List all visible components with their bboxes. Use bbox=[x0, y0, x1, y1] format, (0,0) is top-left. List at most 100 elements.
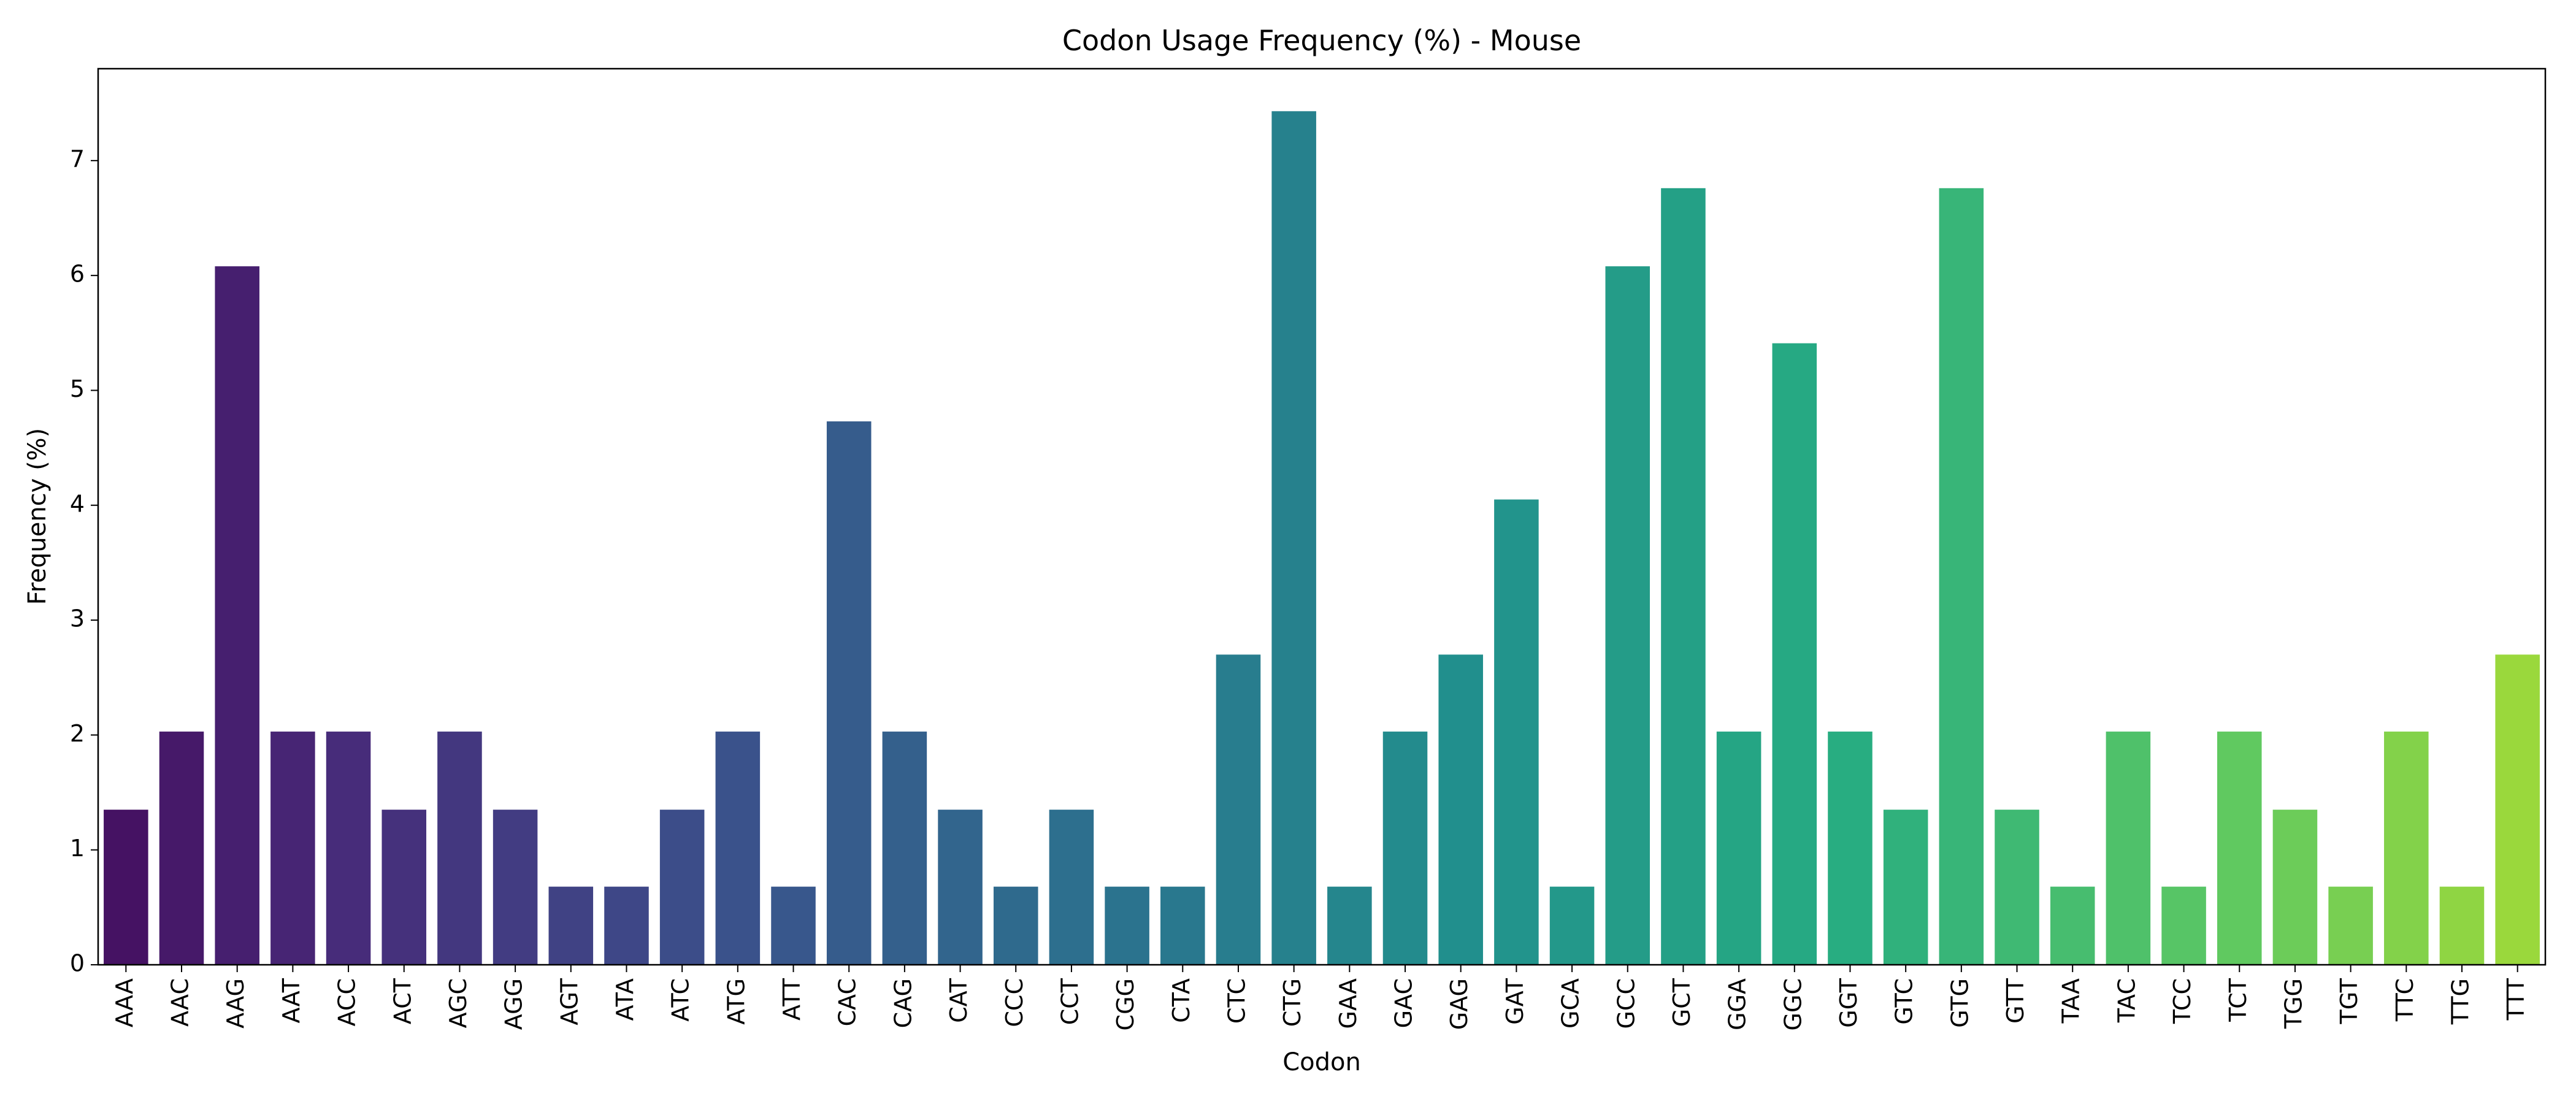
bar-ttc bbox=[2384, 731, 2429, 965]
y-tick-label: 5 bbox=[70, 375, 85, 402]
bar-gtg bbox=[1939, 188, 1984, 965]
x-tick-label: CTC bbox=[1223, 978, 1250, 1024]
bar-gga bbox=[1716, 731, 1761, 965]
x-tick-label: TGT bbox=[2336, 978, 2363, 1024]
bar-tcc bbox=[2161, 886, 2206, 965]
x-tick-label: CAG bbox=[889, 978, 916, 1028]
bar-gaa bbox=[1327, 886, 1372, 965]
bar-act bbox=[381, 810, 427, 965]
x-tick-label: TGG bbox=[2280, 978, 2307, 1029]
bar-cgg bbox=[1105, 886, 1149, 965]
bar-gcc bbox=[1605, 266, 1650, 965]
x-tick-label: GCA bbox=[1557, 978, 1584, 1029]
bar-agt bbox=[548, 886, 594, 965]
x-tick-label: CCT bbox=[1056, 978, 1083, 1025]
bar-tct bbox=[2217, 731, 2262, 965]
x-tick-label: CGG bbox=[1112, 978, 1139, 1030]
x-tick-label: TTG bbox=[2447, 978, 2474, 1025]
bar-gag bbox=[1438, 654, 1483, 965]
bar-agg bbox=[493, 810, 538, 965]
x-tick-label: ATT bbox=[778, 978, 805, 1021]
bar-gct bbox=[1661, 188, 1706, 965]
x-tick-label: GCT bbox=[1668, 978, 1695, 1027]
plot-area: AAA AAC AAG AAT ACC ACT AGC AGG AGT ATA ATC ATG ATT C… bbox=[70, 67, 2547, 1030]
x-tick-label: GTC bbox=[1891, 978, 1918, 1025]
bar-cta bbox=[1160, 886, 1205, 965]
bar-cct bbox=[1049, 810, 1094, 965]
x-tick-label: CAC bbox=[834, 978, 861, 1026]
bar-ata bbox=[604, 886, 649, 965]
x-tick-label: ATC bbox=[667, 978, 694, 1022]
x-tick-label: ACT bbox=[389, 978, 416, 1024]
bar-atg bbox=[715, 731, 761, 965]
x-tick-label: GCC bbox=[1612, 978, 1639, 1029]
bar-att bbox=[771, 886, 816, 965]
x-tick-label: ATG bbox=[723, 978, 749, 1025]
x-tick-label: TCC bbox=[2169, 978, 2196, 1024]
x-tick-label: GGC bbox=[1779, 978, 1806, 1030]
x-tick-label: GAT bbox=[1501, 978, 1528, 1024]
x-tick-label: AAT bbox=[278, 978, 305, 1023]
bar-tac bbox=[2106, 731, 2151, 965]
bar-taa bbox=[2050, 886, 2095, 965]
x-tick-label: GAC bbox=[1390, 978, 1417, 1028]
y-tick-label: 0 bbox=[70, 950, 85, 977]
bar-cat bbox=[938, 810, 983, 965]
bar-gtc bbox=[1883, 810, 1928, 965]
y-tick-label: 7 bbox=[70, 145, 85, 172]
x-tick-label: TAC bbox=[2113, 978, 2140, 1023]
bar-ccc bbox=[993, 886, 1038, 965]
bar-gca bbox=[1549, 886, 1595, 965]
bar-aaa bbox=[104, 810, 148, 965]
bar-ggt bbox=[1828, 731, 1873, 965]
x-tick-label: CTG bbox=[1279, 978, 1306, 1027]
x-tick-label: GGA bbox=[1724, 978, 1751, 1030]
y-tick-label: 4 bbox=[70, 490, 85, 517]
x-tick-label: AGT bbox=[556, 978, 583, 1025]
x-tick-label: ACC bbox=[334, 978, 361, 1026]
bar-ttt bbox=[2495, 654, 2540, 965]
x-tick-label: GAG bbox=[1446, 978, 1473, 1030]
bar-agc bbox=[437, 731, 482, 965]
x-tick-label: GTG bbox=[1946, 978, 1973, 1028]
bar-tgt bbox=[2328, 886, 2373, 965]
x-tick-label: ATA bbox=[611, 978, 638, 1021]
bar-tgg bbox=[2272, 810, 2318, 965]
x-tick-label: CAT bbox=[945, 978, 972, 1023]
bar-aat bbox=[270, 731, 315, 965]
x-tick-label: GAA bbox=[1335, 978, 1362, 1029]
bar-gac bbox=[1382, 731, 1428, 965]
bar-ctc bbox=[1216, 654, 1261, 965]
x-tick-label: CTA bbox=[1168, 978, 1195, 1023]
x-axis-label: Codon bbox=[1282, 1048, 1361, 1076]
plot-frame bbox=[97, 67, 2547, 966]
x-tick-label: AAG bbox=[222, 978, 249, 1029]
bar-atc bbox=[659, 810, 705, 965]
bar-ggc bbox=[1772, 343, 1817, 965]
y-axis-label: Frequency (%) bbox=[23, 428, 52, 605]
x-tick-label: TAA bbox=[2058, 978, 2085, 1024]
bar-gtt bbox=[1995, 810, 2039, 965]
x-tick-label: TTT bbox=[2502, 978, 2529, 1021]
chart-title: Codon Usage Frequency (%) - Mouse bbox=[1062, 24, 1581, 57]
x-tick-label: AAC bbox=[167, 978, 194, 1027]
y-tick-label: 3 bbox=[70, 605, 85, 632]
bar-gat bbox=[1494, 499, 1539, 965]
x-tick-label: TTC bbox=[2391, 978, 2418, 1022]
bar-cag bbox=[882, 731, 927, 965]
x-tick-label: AGG bbox=[500, 978, 527, 1030]
y-tick-label: 1 bbox=[70, 835, 85, 862]
x-tick-label: AAA bbox=[111, 978, 138, 1027]
bar-ctg bbox=[1271, 111, 1316, 965]
y-tick-label: 6 bbox=[70, 261, 85, 288]
bar-aag bbox=[215, 266, 259, 965]
x-tick-label: TCT bbox=[2225, 978, 2252, 1022]
x-tick-label: AGC bbox=[445, 978, 472, 1028]
y-tick-label: 2 bbox=[70, 720, 85, 747]
bar-ttg bbox=[2439, 886, 2485, 965]
bar-aac bbox=[159, 731, 204, 965]
bar-cac bbox=[826, 421, 872, 965]
bar-acc bbox=[326, 731, 371, 965]
x-tick-label: GTT bbox=[2002, 978, 2029, 1024]
